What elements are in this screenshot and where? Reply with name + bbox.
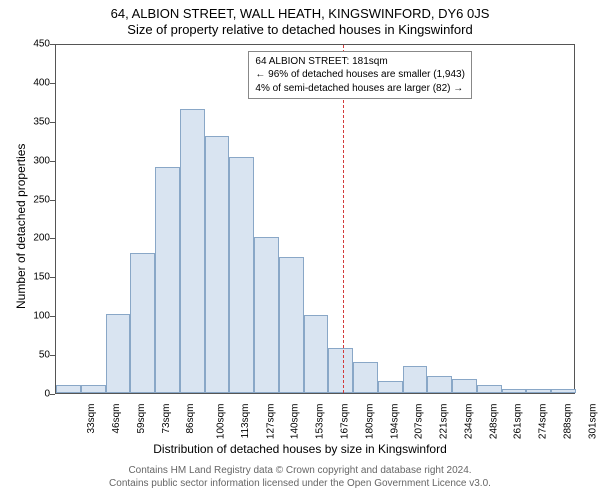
chart-footer: Contains HM Land Registry data © Crown c… — [0, 464, 600, 490]
y-axis-label: Number of detached properties — [14, 144, 28, 309]
x-tick-label: 140sqm — [290, 404, 301, 440]
x-tick-label: 33sqm — [86, 404, 97, 434]
x-tick-label: 167sqm — [340, 404, 351, 440]
bar — [477, 385, 502, 393]
x-tick-label: 261sqm — [513, 404, 524, 440]
x-tick-label: 207sqm — [414, 404, 425, 440]
x-tick-label: 194sqm — [389, 404, 400, 440]
x-tick-label: 73sqm — [161, 404, 172, 434]
x-tick-label: 274sqm — [538, 404, 549, 440]
x-tick-label: 248sqm — [488, 404, 499, 440]
annotation-line: ← 96% of detached houses are smaller (1,… — [255, 68, 465, 82]
bar — [180, 109, 205, 393]
x-tick-label: 180sqm — [364, 404, 375, 440]
y-tick — [50, 316, 55, 317]
y-tick-label: 100 — [20, 311, 50, 322]
y-tick — [50, 277, 55, 278]
y-tick-label: 350 — [20, 116, 50, 127]
x-axis-label: Distribution of detached houses by size … — [0, 442, 600, 456]
x-tick-label: 100sqm — [216, 404, 227, 440]
x-tick-label: 46sqm — [111, 404, 122, 434]
y-tick — [50, 83, 55, 84]
plot-area: 64 ALBION STREET: 181sqm← 96% of detache… — [55, 44, 575, 394]
x-tick-label: 86sqm — [185, 404, 196, 434]
y-tick — [50, 200, 55, 201]
bar — [403, 366, 428, 393]
bar — [229, 157, 254, 393]
x-tick-label: 234sqm — [463, 404, 474, 440]
y-tick-label: 0 — [20, 389, 50, 400]
annotation-line: 4% of semi-detached houses are larger (8… — [255, 82, 465, 96]
x-tick-label: 59sqm — [136, 404, 147, 434]
annotation-box: 64 ALBION STREET: 181sqm← 96% of detache… — [248, 51, 472, 100]
bar — [427, 376, 452, 393]
footer-line1: Contains HM Land Registry data © Crown c… — [0, 464, 600, 477]
annotation-line: 64 ALBION STREET: 181sqm — [255, 55, 465, 69]
bar — [130, 253, 155, 393]
y-tick — [50, 394, 55, 395]
y-tick — [50, 44, 55, 45]
chart-address-title: 64, ALBION STREET, WALL HEATH, KINGSWINF… — [0, 0, 600, 21]
y-tick-label: 450 — [20, 39, 50, 50]
bar — [155, 167, 180, 393]
bar — [353, 362, 378, 393]
chart-subtitle: Size of property relative to detached ho… — [0, 21, 600, 37]
bar — [551, 389, 576, 393]
y-tick-label: 300 — [20, 155, 50, 166]
bar — [279, 257, 304, 393]
y-tick-label: 400 — [20, 77, 50, 88]
bar — [526, 389, 551, 393]
y-tick-label: 200 — [20, 233, 50, 244]
x-tick-label: 301sqm — [587, 404, 598, 440]
y-tick-label: 150 — [20, 272, 50, 283]
y-tick — [50, 122, 55, 123]
bar — [378, 381, 403, 393]
bar — [304, 315, 329, 393]
bar — [452, 379, 477, 393]
bar — [81, 385, 106, 393]
y-tick — [50, 161, 55, 162]
bar — [328, 348, 353, 393]
bar — [205, 136, 230, 393]
bar — [56, 385, 81, 393]
y-tick — [50, 355, 55, 356]
footer-line2: Contains public sector information licen… — [0, 477, 600, 490]
y-tick-label: 50 — [20, 350, 50, 361]
bar — [106, 314, 131, 393]
y-tick — [50, 238, 55, 239]
x-tick-label: 113sqm — [240, 404, 251, 439]
bar — [502, 389, 527, 393]
x-tick-label: 127sqm — [265, 404, 276, 440]
x-tick-label: 221sqm — [439, 404, 450, 440]
x-tick-label: 288sqm — [562, 404, 573, 440]
x-tick-label: 153sqm — [315, 404, 326, 440]
y-tick-label: 250 — [20, 194, 50, 205]
bar — [254, 237, 279, 393]
